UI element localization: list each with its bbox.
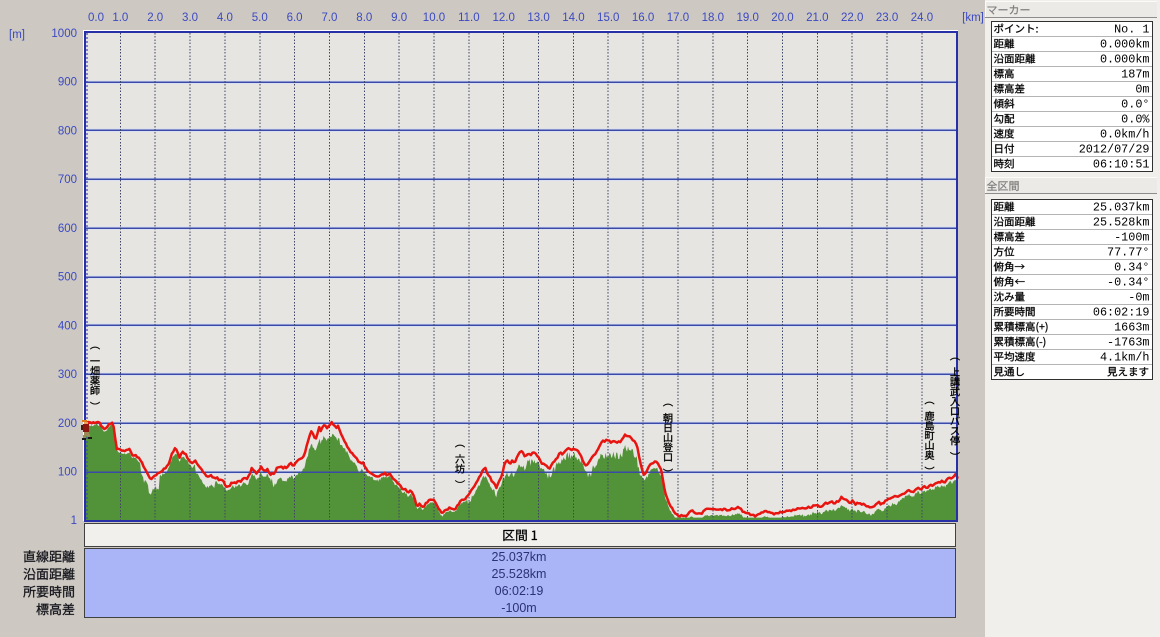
svg-text:-0.34°: -0.34° [1107, 276, 1149, 290]
svg-text:0.0km/h: 0.0km/h [1100, 128, 1150, 142]
svg-text:300: 300 [58, 369, 77, 381]
svg-text:18.0: 18.0 [702, 12, 724, 24]
svg-text:1: 1 [71, 515, 77, 527]
svg-text:14.0: 14.0 [562, 12, 584, 24]
svg-text:0.34°: 0.34° [1114, 261, 1149, 275]
svg-text:4.1km/h: 4.1km/h [1100, 351, 1150, 365]
svg-text:12.0: 12.0 [493, 12, 515, 24]
svg-text:2012/07/29: 2012/07/29 [1079, 143, 1150, 157]
svg-text:-1763m: -1763m [1107, 336, 1149, 350]
svg-text:400: 400 [58, 320, 77, 332]
svg-text:7.0: 7.0 [321, 12, 337, 24]
svg-text:25.528km: 25.528km [1093, 216, 1150, 230]
svg-text:24.0: 24.0 [911, 12, 933, 24]
svg-text:800: 800 [58, 125, 77, 137]
svg-text:06:10:51: 06:10:51 [1093, 158, 1150, 172]
svg-text:23.0: 23.0 [876, 12, 898, 24]
svg-text:0m: 0m [1135, 83, 1149, 97]
svg-text:200: 200 [58, 418, 77, 430]
svg-text:77.77°: 77.77° [1107, 246, 1149, 260]
svg-text:11.0: 11.0 [458, 12, 480, 24]
svg-text:187m: 187m [1121, 68, 1149, 82]
svg-text:0.0: 0.0 [88, 12, 104, 24]
svg-text:10.0: 10.0 [423, 12, 445, 24]
svg-text:0.0°: 0.0° [1121, 98, 1149, 112]
svg-text:5.0: 5.0 [252, 12, 268, 24]
svg-text:1663m: 1663m [1114, 321, 1149, 335]
svg-text:1000: 1000 [51, 28, 77, 40]
svg-text:16.0: 16.0 [632, 12, 654, 24]
svg-text:-100m: -100m [1114, 231, 1149, 245]
svg-text:22.0: 22.0 [841, 12, 863, 24]
svg-text:700: 700 [58, 174, 77, 186]
svg-text:6.0: 6.0 [287, 12, 303, 24]
svg-text:600: 600 [58, 223, 77, 235]
svg-text:4.0: 4.0 [217, 12, 233, 24]
svg-text:900: 900 [58, 77, 77, 89]
svg-text:2.0: 2.0 [147, 12, 163, 24]
svg-text:1.0: 1.0 [112, 12, 128, 24]
svg-text:25.528km: 25.528km [492, 567, 547, 581]
svg-text:0.000km: 0.000km [1100, 53, 1150, 67]
svg-text:3.0: 3.0 [182, 12, 198, 24]
svg-text:-100m: -100m [501, 601, 536, 615]
svg-text:19.0: 19.0 [736, 12, 758, 24]
svg-text:8.0: 8.0 [356, 12, 372, 24]
svg-text:-0m: -0m [1128, 291, 1149, 305]
svg-text:[km]: [km] [962, 12, 984, 24]
svg-text:500: 500 [58, 272, 77, 284]
svg-text:17.0: 17.0 [667, 12, 689, 24]
svg-text:0.0%: 0.0% [1121, 113, 1150, 127]
svg-text:20.0: 20.0 [771, 12, 793, 24]
svg-text:06:02:19: 06:02:19 [1093, 306, 1150, 320]
svg-text:25.037km: 25.037km [1093, 201, 1150, 215]
svg-text:13.0: 13.0 [527, 12, 549, 24]
svg-text:21.0: 21.0 [806, 12, 828, 24]
svg-text:06:02:19: 06:02:19 [495, 584, 544, 598]
svg-text:25.037km: 25.037km [492, 550, 547, 564]
svg-text:100: 100 [58, 467, 77, 479]
svg-text:9.0: 9.0 [391, 12, 407, 24]
svg-text:No. 1: No. 1 [1114, 23, 1149, 37]
svg-text:15.0: 15.0 [597, 12, 619, 24]
svg-text:[m]: [m] [9, 29, 25, 41]
svg-text:0.000km: 0.000km [1100, 38, 1150, 52]
